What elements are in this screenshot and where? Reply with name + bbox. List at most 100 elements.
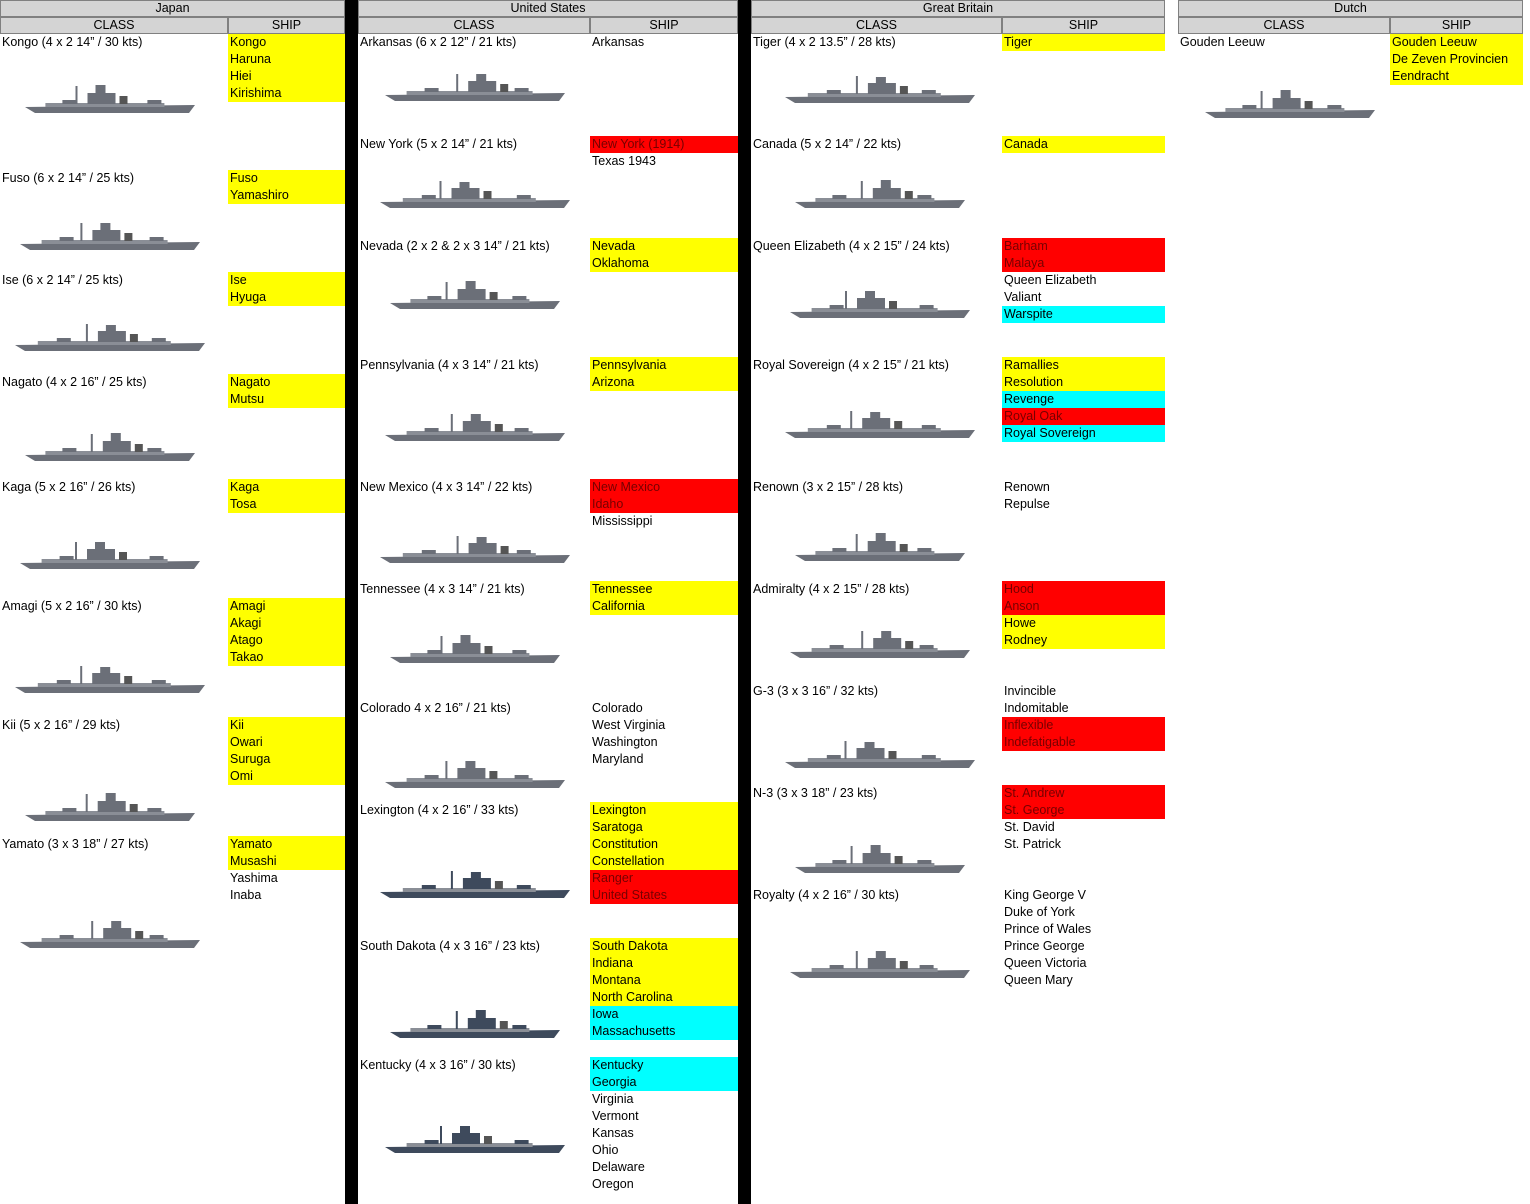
ship-silhouette <box>785 741 975 768</box>
ship-name: Royal Oak <box>1002 408 1165 425</box>
nation-header: Great Britain <box>751 0 1165 17</box>
ship-name: United States <box>590 887 738 904</box>
ship-silhouette <box>795 845 965 873</box>
ship-silhouette <box>380 181 570 208</box>
ship-name: Mutsu <box>228 391 345 408</box>
column-header: SHIP <box>228 17 345 34</box>
ship-name: Takao <box>228 649 345 666</box>
ship-name: Massachusetts <box>590 1023 738 1040</box>
ship-name: Rodney <box>1002 632 1165 649</box>
class-label: Kii (5 x 2 16” / 29 kts) <box>2 718 121 732</box>
ship-silhouette <box>390 635 560 663</box>
separator <box>738 0 751 1204</box>
ship-name: Gouden Leeuw <box>1390 34 1523 51</box>
ship-name: Eendracht <box>1390 68 1523 85</box>
nation-header: United States <box>358 0 738 17</box>
ship-name: Virginia <box>592 1092 634 1106</box>
ship-name: North Carolina <box>590 989 738 1006</box>
ship-name: Repulse <box>1004 497 1050 511</box>
ship-name: St. George <box>1002 802 1165 819</box>
ship-name: Haruna <box>228 51 345 68</box>
ship-name: Queen Elizabeth <box>1004 273 1097 287</box>
ship-name: Arizona <box>590 374 738 391</box>
ship-name: Barham <box>1002 238 1165 255</box>
class-label: Fuso (6 x 2 14” / 25 kts) <box>2 171 134 185</box>
ship-name: Washington <box>592 735 658 749</box>
ship-silhouette <box>15 666 205 693</box>
ship-name: New Mexico <box>590 479 738 496</box>
ship-silhouette <box>20 223 200 250</box>
class-label: Admiralty (4 x 2 15” / 28 kts) <box>753 582 910 596</box>
ship-silhouette <box>1205 90 1375 118</box>
ship-name: Saratoga <box>590 819 738 836</box>
ship-name: Omi <box>228 768 345 785</box>
ship-name: Kongo <box>228 34 345 51</box>
ship-name: Indiana <box>590 955 738 972</box>
ship-name: Warspite <box>1002 306 1165 323</box>
ship-name: Arkansas <box>592 35 645 49</box>
ship-name: Lexington <box>590 802 738 819</box>
ship-name: Maryland <box>592 752 644 766</box>
class-label: Canada (5 x 2 14” / 22 kts) <box>753 137 901 151</box>
separator <box>345 0 358 1204</box>
class-label: Arkansas (6 x 2 12” / 21 kts) <box>360 35 517 49</box>
ship-name: Suruga <box>228 751 345 768</box>
ship-name: Constitution <box>590 836 738 853</box>
ship-silhouette <box>790 291 970 318</box>
ship-name: Iowa <box>590 1006 738 1023</box>
ship-name: St. Patrick <box>1004 837 1061 851</box>
ship-name: Atago <box>228 632 345 649</box>
ship-name: Queen Victoria <box>1004 956 1087 970</box>
ship-name: Hood <box>1002 581 1165 598</box>
ship-name: South Dakota <box>590 938 738 955</box>
class-label: Tennessee (4 x 3 14” / 21 kts) <box>360 582 525 596</box>
ship-silhouette <box>385 74 565 101</box>
ship-name: Nevada <box>590 238 738 255</box>
column-header: CLASS <box>358 17 590 34</box>
ship-silhouette <box>25 793 195 821</box>
ship-name: Oklahoma <box>590 255 738 272</box>
ship-name: Prince of Wales <box>1004 922 1092 936</box>
ship-name: Mississippi <box>592 514 653 528</box>
class-label: Pennsylvania (4 x 3 14” / 21 kts) <box>360 358 539 372</box>
ship-name: Duke of York <box>1004 905 1075 919</box>
column-header: CLASS <box>751 17 1002 34</box>
ship-name: Ohio <box>592 1143 619 1157</box>
ship-name: Kaga <box>228 479 345 496</box>
ship-name: Fuso <box>228 170 345 187</box>
ship-name: Texas 1943 <box>592 154 656 168</box>
ship-silhouette <box>25 433 195 461</box>
ship-name: St. Andrew <box>1002 785 1165 802</box>
class-label: Tiger (4 x 2 13.5” / 28 kts) <box>753 35 896 49</box>
class-label: Royalty (4 x 2 16” / 30 kts) <box>753 888 899 902</box>
ship-silhouette <box>790 951 970 978</box>
class-label: Queen Elizabeth (4 x 2 15” / 24 kts) <box>753 239 950 253</box>
class-label: G-3 (3 x 3 16” / 32 kts) <box>753 684 879 698</box>
nation-header: Dutch <box>1178 0 1523 17</box>
ship-name: New York (1914) <box>590 136 738 153</box>
ship-name: Amagi <box>228 598 345 615</box>
ship-silhouette <box>790 631 970 658</box>
ship-name: Hiei <box>228 68 345 85</box>
class-label: Kaga (5 x 2 16” / 26 kts) <box>2 480 136 494</box>
ship-name: Oregon <box>592 1177 634 1191</box>
ship-name: Ranger <box>590 870 738 887</box>
class-label: Nagato (4 x 2 16” / 25 kts) <box>2 375 147 389</box>
ship-silhouette <box>20 921 200 948</box>
ship-name: Musashi <box>228 853 345 870</box>
ship-name: Kii <box>228 717 345 734</box>
ship-name: Anson <box>1002 598 1165 615</box>
ship-name: Prince George <box>1004 939 1085 953</box>
class-label: New Mexico (4 x 3 14” / 22 kts) <box>360 480 533 494</box>
class-label: Yamato (3 x 3 18” / 27 kts) <box>2 837 149 851</box>
ship-name: Malaya <box>1002 255 1165 272</box>
ship-name: Yamato <box>228 836 345 853</box>
class-label: Kentucky (4 x 3 16” / 30 kts) <box>360 1058 516 1072</box>
class-label: Amagi (5 x 2 16” / 30 kts) <box>2 599 142 613</box>
ship-name: Nagato <box>228 374 345 391</box>
class-label: Lexington (4 x 2 16” / 33 kts) <box>360 803 519 817</box>
ship-name: Canada <box>1002 136 1165 153</box>
ship-name: Idaho <box>590 496 738 513</box>
ship-name: Indefatigable <box>1002 734 1165 751</box>
